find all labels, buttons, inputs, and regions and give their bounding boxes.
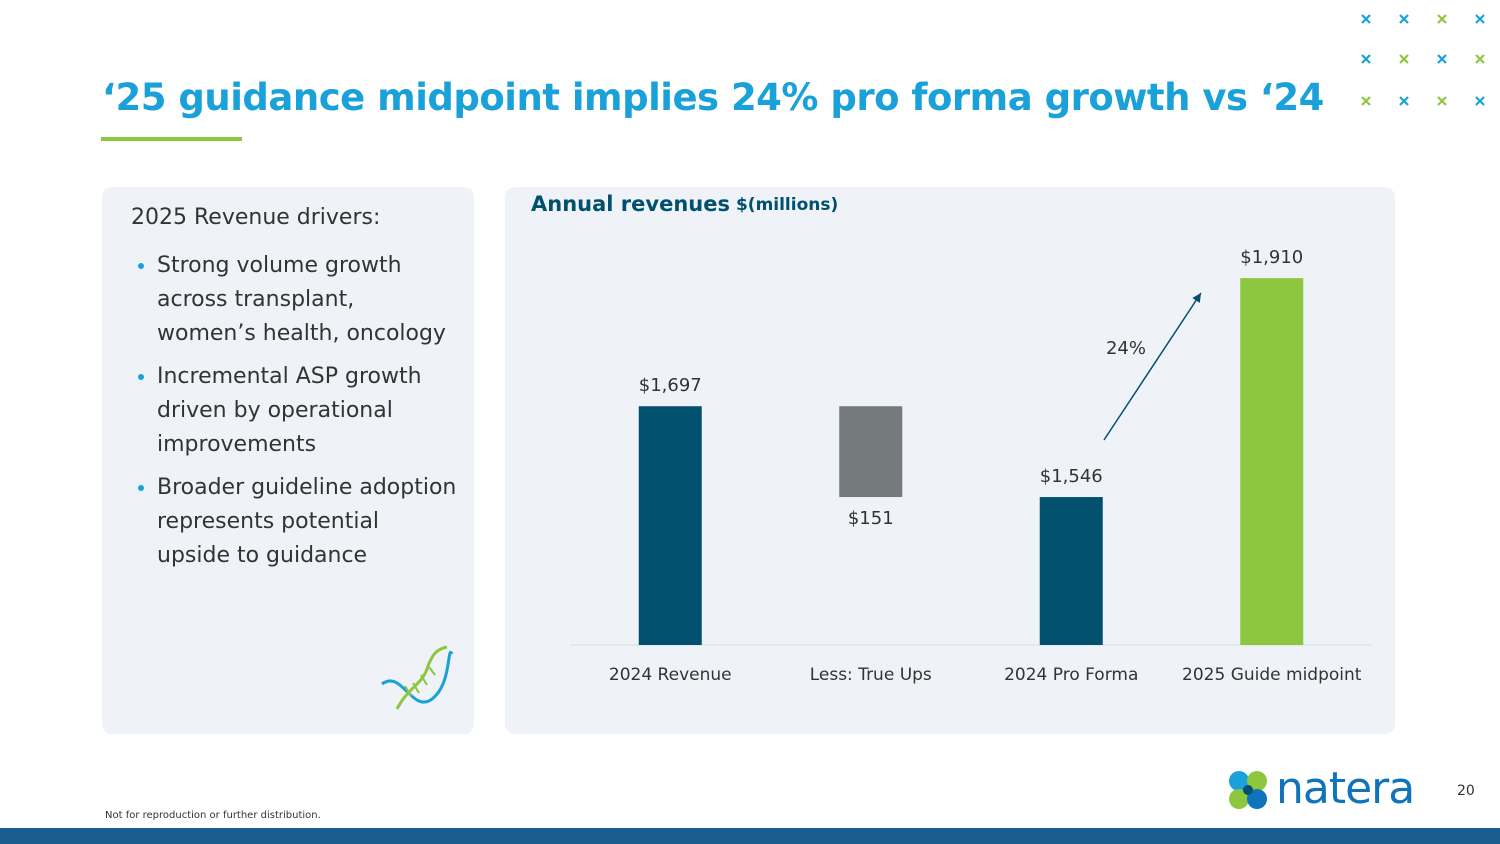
footer-bar (0, 828, 1500, 844)
dna-icon (381, 645, 454, 710)
value-label: $1,546 (1040, 466, 1103, 487)
x-tick-label: 2024 Pro Forma (1004, 665, 1138, 685)
drivers-list: Strong volume growth across transplant, … (130, 249, 457, 582)
drivers-heading: 2025 Revenue drivers: (131, 205, 381, 230)
title-underline (101, 137, 242, 141)
svg-text:Annual revenues$(millions): Annual revenues $(millions) (531, 192, 838, 216)
logo-mark (1229, 771, 1267, 809)
value-label: $151 (848, 508, 894, 529)
driver-item: Strong volume growth across transplant, … (157, 249, 457, 351)
chart-subtitle: $(millions) (736, 195, 838, 215)
driver-item: Incremental ASP growth driven by operati… (157, 360, 457, 462)
x-tick-label: Less: True Ups (810, 665, 932, 685)
footer-note: Not for reproduction or further distribu… (105, 810, 321, 821)
decor-crosses (1361, 14, 1485, 106)
x-tick-label: 2024 Revenue (609, 665, 732, 685)
bar (1240, 278, 1304, 645)
x-tick-label: 2025 Guide midpoint (1182, 665, 1362, 685)
bar (1039, 497, 1103, 645)
bar (638, 406, 702, 645)
value-label: $1,910 (1240, 247, 1303, 268)
chart-title: Annual revenues (531, 192, 730, 216)
logo-text: natera (1276, 763, 1415, 814)
slide-title: ‘25 guidance midpoint implies 24% pro fo… (102, 76, 1324, 119)
bar (839, 406, 903, 498)
driver-item: Broader guideline adoption represents po… (157, 471, 457, 573)
value-label: $1,697 (639, 375, 702, 396)
drivers-panel: 2025 Revenue drivers: Strong volume grow… (102, 187, 474, 734)
page-number: 20 (1457, 783, 1475, 799)
chart-panel: Annual revenues $(millions) 24% $1,697 202… (505, 187, 1395, 734)
growth-arrow (1103, 292, 1202, 441)
chart: Annual revenues $(millions) 24% $1,697 202… (531, 192, 1372, 685)
growth-annotation: 24% (1106, 338, 1146, 359)
